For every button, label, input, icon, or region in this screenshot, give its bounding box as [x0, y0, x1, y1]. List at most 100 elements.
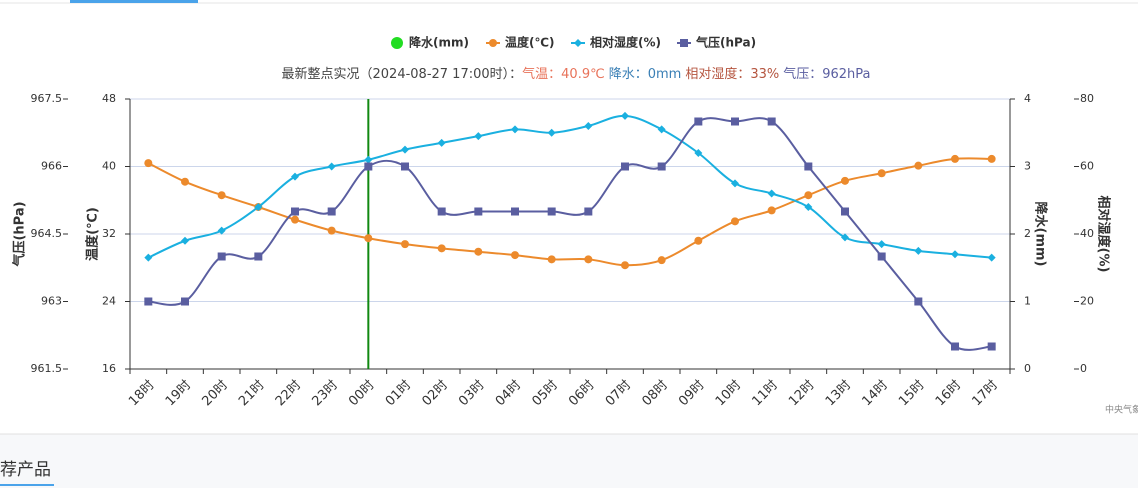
y-tick-label: 16 [102, 362, 116, 375]
marker [364, 155, 373, 164]
marker [621, 111, 629, 120]
y-tick-label: 40 [102, 160, 116, 173]
marker [841, 176, 849, 185]
marker [804, 162, 813, 171]
axis-label: 相对湿度(%) [1096, 196, 1112, 273]
y-tick-label: 32 [102, 227, 116, 240]
marker [401, 162, 409, 171]
marker [364, 162, 373, 171]
y-tick-label: 80 [1080, 92, 1094, 105]
legend-marker [391, 37, 403, 49]
subtitle-temp: 气温：40.9℃ [522, 66, 605, 82]
marker [914, 246, 923, 255]
section-underline [0, 484, 54, 486]
y-tick-label: 0 [1080, 362, 1087, 375]
marker [841, 207, 849, 216]
marker [181, 177, 189, 186]
marker [987, 253, 996, 262]
marker [364, 234, 373, 243]
marker [547, 255, 556, 264]
marker [511, 251, 519, 260]
marker [437, 244, 446, 253]
active-tab[interactable] [70, 0, 198, 3]
marker [657, 162, 666, 171]
marker [217, 191, 226, 200]
footer-panel [0, 434, 1138, 488]
y-tick-label: 20 [1080, 295, 1094, 308]
marker [951, 342, 959, 351]
marker [877, 169, 886, 178]
marker [474, 247, 483, 256]
marker [217, 252, 226, 261]
marker [474, 207, 483, 216]
y-tick-label: 40 [1080, 227, 1094, 240]
marker [951, 154, 959, 163]
y-tick-label: 964.5 [31, 227, 63, 240]
marker [144, 253, 153, 262]
marker [511, 125, 519, 134]
marker [327, 162, 336, 171]
marker [489, 39, 497, 47]
marker [584, 122, 593, 130]
y-tick-label: 967.5 [31, 92, 63, 105]
subtitle-humidity: 相对湿度：33% [685, 66, 779, 82]
marker [437, 207, 446, 216]
marker [694, 149, 703, 157]
marker [574, 39, 582, 47]
legend-label: 降水(mm) [409, 35, 469, 50]
y-tick-label: 3 [1024, 160, 1031, 173]
marker [144, 297, 153, 306]
marker [217, 226, 226, 235]
y-tick-label: 2 [1024, 227, 1031, 240]
marker [914, 161, 923, 170]
marker [804, 203, 813, 211]
marker [621, 261, 629, 270]
marker [474, 132, 483, 141]
y-tick-label: 60 [1080, 160, 1094, 173]
marker [841, 233, 849, 242]
marker [327, 207, 336, 216]
marker [767, 206, 776, 215]
marker [547, 207, 556, 216]
marker [767, 189, 776, 198]
y-tick-label: 963 [41, 295, 62, 308]
marker [804, 191, 813, 200]
marker [144, 159, 153, 168]
y-tick-label: 48 [102, 92, 116, 105]
marker [731, 179, 739, 188]
marker [694, 117, 703, 126]
marker [327, 226, 336, 235]
axis-label: 降水(mm) [1033, 202, 1049, 267]
marker [291, 207, 299, 216]
marker [877, 240, 886, 249]
marker [511, 207, 519, 216]
marker [987, 342, 996, 351]
marker [951, 250, 959, 259]
y-tick-label: 961.5 [31, 362, 63, 375]
series-line [147, 114, 992, 259]
subtitle-pressure: 气压：962hPa [783, 66, 870, 82]
marker [877, 252, 886, 261]
marker [584, 255, 593, 264]
y-tick-label: 966 [41, 160, 62, 173]
marker [181, 297, 189, 306]
axis-label: 温度(℃) [85, 207, 101, 261]
marker [291, 215, 299, 224]
marker [291, 172, 299, 181]
legend-label: 相对湿度(%) [590, 35, 661, 50]
legend-label: 温度(℃) [505, 35, 555, 50]
marker [914, 297, 923, 306]
axis-label: 气压(hPa) [12, 201, 28, 266]
marker [401, 240, 409, 249]
marker [987, 154, 996, 163]
marker [767, 117, 776, 126]
marker [694, 236, 703, 245]
marker [254, 203, 263, 211]
section-title: 荐产品 [0, 460, 51, 480]
marker [401, 145, 409, 154]
subtitle: 最新整点实况（2024-08-27 17:00时）：气温：40.9℃ 降水：0mm… [282, 66, 871, 82]
marker [584, 207, 593, 216]
marker [437, 138, 446, 147]
